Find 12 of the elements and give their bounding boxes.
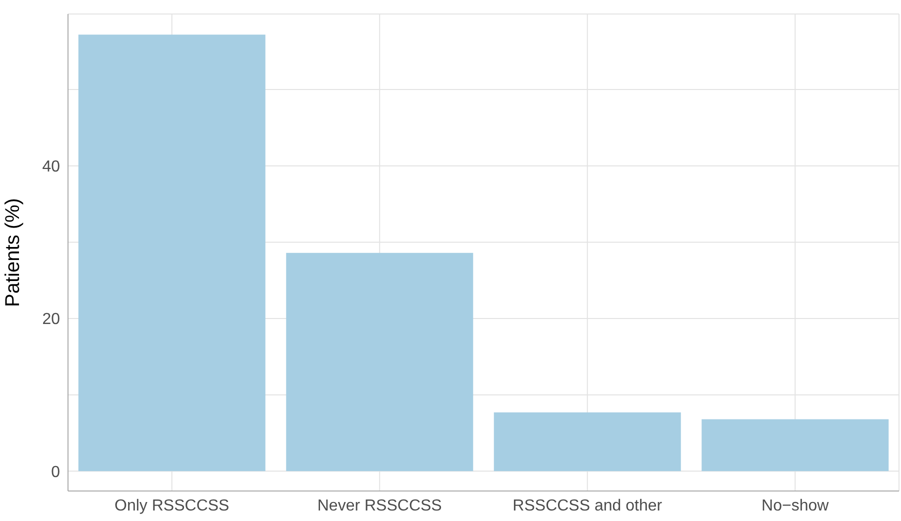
- y-axis-title: Patients (%): [2, 198, 24, 307]
- y-tick-label: 0: [51, 464, 60, 481]
- x-tick-label: Only RSSCCSS: [114, 497, 230, 514]
- bar: [702, 419, 889, 472]
- x-tick-label: No−show: [762, 497, 830, 514]
- bar: [286, 252, 474, 472]
- y-tick-label: 20: [42, 311, 60, 328]
- x-tick-label: RSSCCSS and other: [512, 497, 663, 514]
- y-tick-label: 40: [42, 158, 60, 176]
- x-tick-label: Never RSSCCSS: [317, 497, 442, 514]
- bar: [78, 34, 266, 472]
- bar: [494, 412, 681, 472]
